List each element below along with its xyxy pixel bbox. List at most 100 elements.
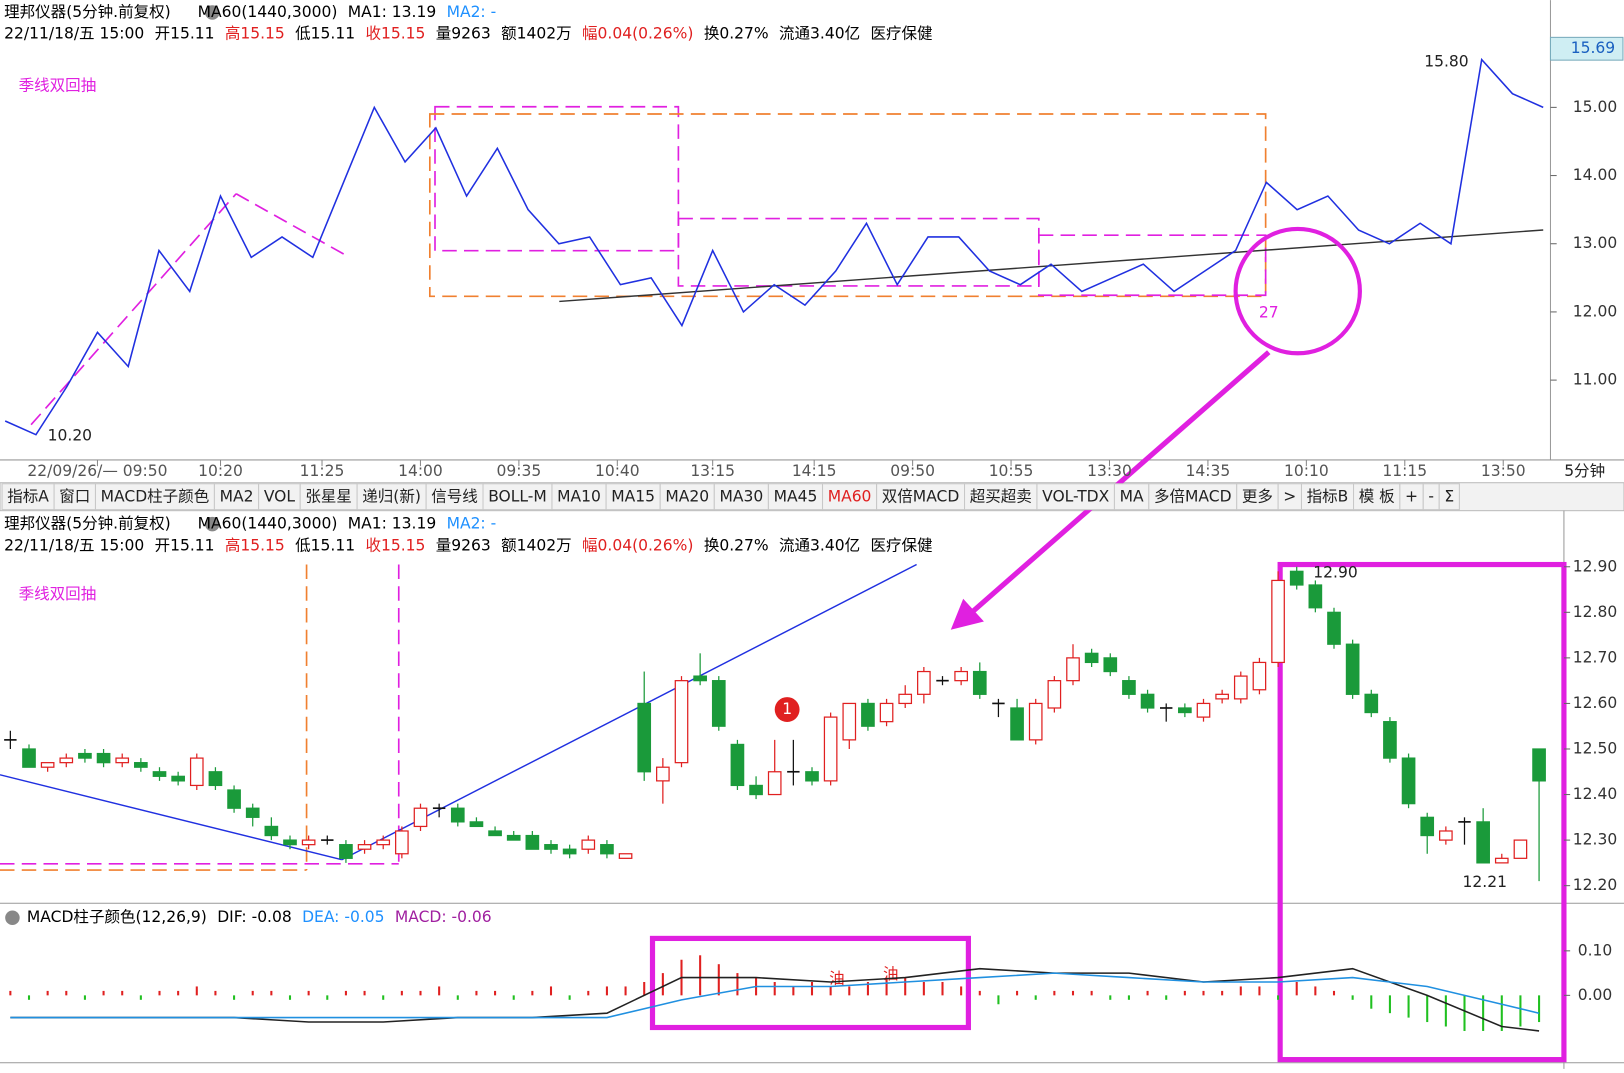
toolbar-button-label[interactable]: BOLL-M: [488, 488, 547, 506]
toolbar-button-label[interactable]: 多倍MACD: [1154, 488, 1232, 506]
toolbar-button-label[interactable]: MA30: [719, 488, 763, 506]
info-text: DEA: -0.05: [302, 908, 384, 926]
toolbar-button-bg[interactable]: [1236, 483, 1279, 511]
toolbar-button[interactable]: 模 板: [1353, 483, 1401, 511]
toolbar-button-bg[interactable]: [299, 483, 358, 511]
toolbar-button-label[interactable]: MA2: [220, 488, 254, 506]
toolbar-button[interactable]: BOLL-M: [482, 483, 553, 511]
dash-line: [30, 193, 237, 426]
toolbar-button-bg[interactable]: [1113, 483, 1150, 511]
toolbar-button-label[interactable]: 张星星: [305, 488, 352, 506]
toolbar-button[interactable]: MA20: [659, 483, 715, 511]
dropdown-icon[interactable]: [205, 516, 220, 532]
toolbar-button-label[interactable]: 双倍MACD: [882, 488, 960, 506]
x-tick-label: 09:50: [890, 462, 935, 480]
x-tick-label: 11:15: [1382, 462, 1427, 480]
toolbar-button-bg[interactable]: [1353, 483, 1401, 511]
toolbar-button-label[interactable]: 模 板: [1359, 488, 1395, 506]
info-text: 开15.11: [155, 25, 215, 43]
toolbar-button-label[interactable]: VOL-TDX: [1042, 488, 1110, 506]
toolbar-button[interactable]: 递归(新): [356, 483, 427, 511]
candle-body: [301, 839, 316, 846]
toolbar-button-label[interactable]: MA60: [828, 488, 872, 506]
arrow-head: [950, 598, 984, 630]
toolbar-button[interactable]: MA30: [713, 483, 769, 511]
y-tick-label: 12.70: [1573, 648, 1617, 666]
candle-body: [1439, 830, 1453, 841]
info-text: 收15.15: [365, 536, 425, 554]
toolbar-button-label[interactable]: MACD柱子颜色: [101, 488, 210, 506]
toolbar-button[interactable]: VOL: [258, 483, 301, 511]
dropdown-icon[interactable]: [205, 5, 220, 20]
toolbar-button-label[interactable]: VOL: [264, 488, 296, 506]
toolbar-button[interactable]: MA60: [821, 483, 878, 511]
toolbar-button-label[interactable]: MA10: [557, 488, 601, 506]
toolbar-button[interactable]: 张星星: [299, 483, 358, 511]
lower-drawings: [0, 564, 400, 871]
toolbar-button[interactable]: 超买超卖: [964, 483, 1038, 511]
toolbar-button[interactable]: -: [1422, 483, 1440, 511]
toolbar-button-label[interactable]: MA: [1120, 488, 1144, 506]
toolbar-button[interactable]: 更多: [1236, 483, 1279, 511]
toolbar-button[interactable]: 窗口: [53, 483, 96, 511]
toolbar-button[interactable]: +: [1399, 483, 1424, 511]
toolbar-button-bg[interactable]: [605, 483, 661, 511]
toolbar-button-label[interactable]: MA20: [665, 488, 709, 506]
toolbar-button-label[interactable]: >: [1283, 488, 1296, 506]
toolbar-button[interactable]: >: [1277, 483, 1303, 511]
toolbar-button-label[interactable]: 信号线: [431, 488, 478, 506]
candle-body: [506, 834, 521, 841]
toolbar-button[interactable]: MA45: [767, 483, 824, 511]
info-text: 流通3.40亿: [779, 536, 860, 554]
toolbar-button-bg[interactable]: [1438, 483, 1460, 511]
info-text: MA2: -: [447, 515, 497, 533]
toolbar-button-bg[interactable]: [876, 483, 966, 511]
toolbar-button-label[interactable]: 递归(新): [362, 488, 421, 506]
toolbar-button[interactable]: MACD柱子颜色: [94, 483, 215, 511]
toolbar-button-label[interactable]: -: [1428, 488, 1434, 506]
toolbar-button[interactable]: 信号线: [425, 483, 484, 511]
toolbar-button-label[interactable]: MA45: [774, 488, 818, 506]
candle-body: [413, 807, 428, 828]
toolbar-button-bg[interactable]: [1, 483, 55, 511]
toolbar-button-bg[interactable]: [713, 483, 769, 511]
candle-body: [544, 844, 558, 850]
toolbar-button-bg[interactable]: [258, 483, 301, 511]
toolbar-button[interactable]: MA10: [551, 483, 607, 511]
toolbar-button-label[interactable]: 超买超卖: [970, 488, 1032, 506]
toolbar-button-label[interactable]: 指标B: [1307, 488, 1349, 506]
info-text: MACD: -0.06: [395, 908, 492, 926]
toolbar-button[interactable]: MA2: [213, 483, 260, 511]
toolbar-button[interactable]: 多倍MACD: [1148, 483, 1238, 511]
toolbar-button-label[interactable]: MA15: [611, 488, 655, 506]
dropdown-icon[interactable]: [5, 910, 20, 925]
toolbar-button[interactable]: MA: [1113, 483, 1150, 511]
toolbar-button[interactable]: 双倍MACD: [876, 483, 966, 511]
toolbar-button[interactable]: VOL-TDX: [1036, 483, 1115, 511]
toolbar-button-bg[interactable]: [356, 483, 427, 511]
toolbar-button-label[interactable]: Σ: [1444, 488, 1454, 506]
toolbar-button[interactable]: Σ: [1438, 483, 1460, 511]
info-text: 幅0.04(0.26%): [582, 536, 693, 554]
candle-body: [767, 771, 782, 796]
toolbar-button-bg[interactable]: [767, 483, 824, 511]
toolbar-button-bg[interactable]: [94, 483, 215, 511]
toolbar-button-label[interactable]: 指标A: [7, 488, 49, 506]
toolbar-button[interactable]: MA15: [605, 483, 661, 511]
candle-body: [1476, 821, 1490, 864]
toolbar-button[interactable]: 指标B: [1300, 483, 1355, 511]
candle-body: [1308, 584, 1323, 609]
candle-body: [1327, 611, 1341, 645]
toolbar-button-bg[interactable]: [1148, 483, 1238, 511]
candle-body: [1532, 748, 1546, 782]
toolbar-button[interactable]: 指标A: [1, 483, 55, 511]
toolbar-button-bg[interactable]: [425, 483, 484, 511]
toolbar-button-label[interactable]: 窗口: [59, 488, 90, 506]
info-text: 医疗保健: [870, 536, 932, 554]
y-tick-label: 12.90: [1573, 557, 1617, 575]
candle-body: [1401, 757, 1416, 805]
toolbar-button-label[interactable]: 更多: [1242, 488, 1273, 506]
toolbar-button-bg[interactable]: [53, 483, 96, 511]
candle-body: [1420, 816, 1435, 837]
toolbar-button-label[interactable]: +: [1405, 488, 1418, 506]
